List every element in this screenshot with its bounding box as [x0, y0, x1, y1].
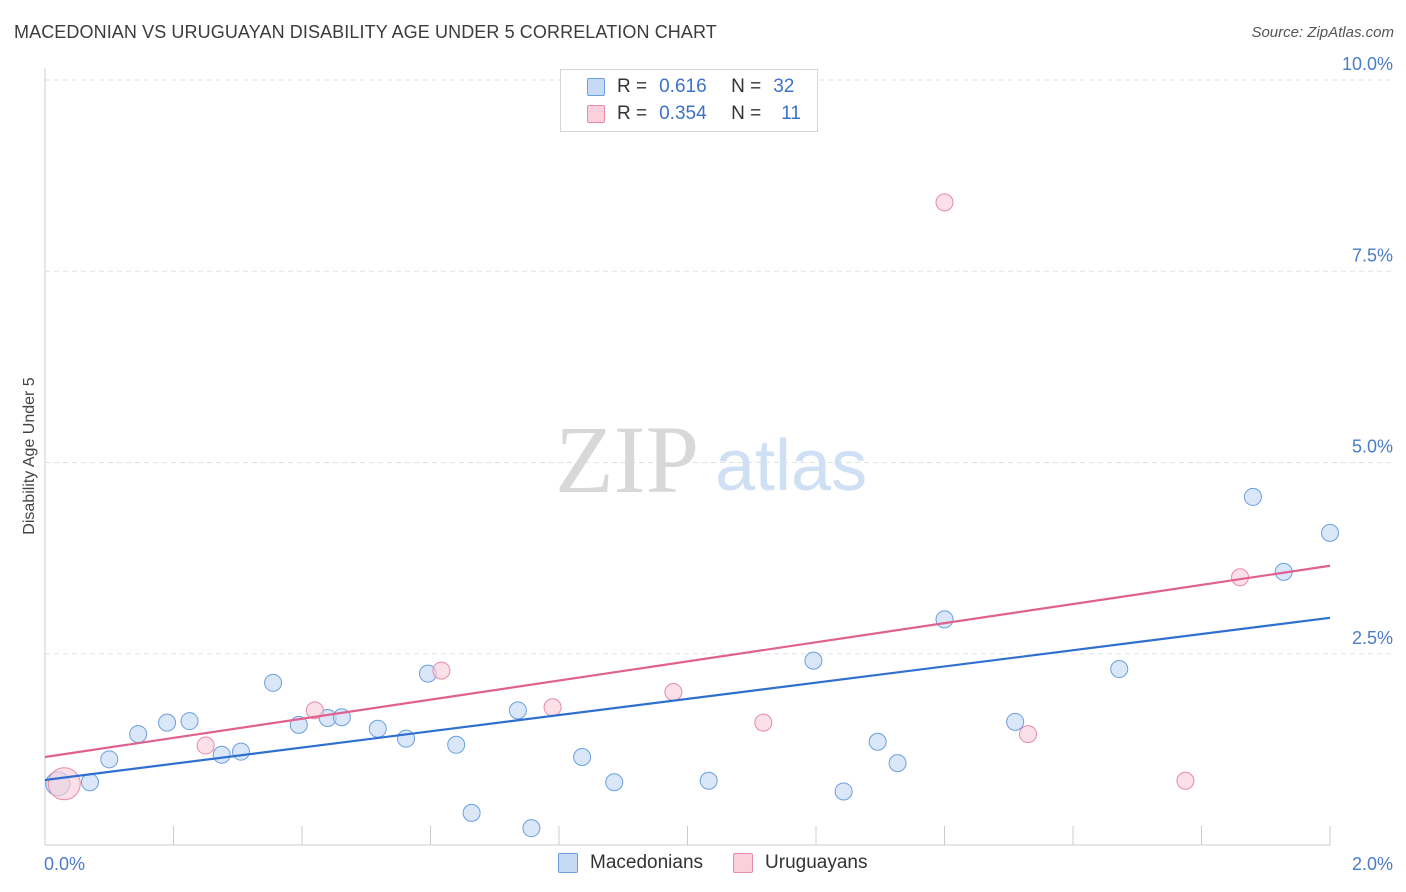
macedonian-point	[212, 745, 231, 764]
legend-r-label: R =	[617, 76, 648, 97]
grid-lines	[45, 79, 1395, 655]
uruguayan-point	[664, 683, 683, 701]
uruguayan-point	[1176, 771, 1195, 790]
macedonian-point	[129, 725, 148, 744]
macedonian-point	[1006, 712, 1025, 731]
legend-swatch-macedonians	[558, 853, 578, 873]
macedonian-point	[868, 732, 887, 751]
legend-item-uruguayans[interactable]: Uruguayans	[733, 852, 867, 874]
tick-labels: 2.5% 5.0% 7.5% 10.0% 0.0% 2.0%	[44, 54, 1393, 874]
macedonian-point	[264, 673, 283, 692]
macedonian-point	[368, 719, 387, 738]
data-points	[45, 193, 1339, 838]
axes	[44, 68, 1331, 846]
y-tick-label: 2.5%	[1352, 628, 1393, 648]
source-label: Source: ZipAtlas.com	[1251, 24, 1394, 41]
legend-row-uruguayans: R = 0.354 N = 11	[587, 102, 801, 126]
macedonian-point	[508, 701, 527, 720]
y-tick-label: 5.0%	[1352, 437, 1393, 457]
y-axis-label: Disability Age Under 5	[21, 377, 38, 535]
macedonian-point	[1243, 487, 1262, 506]
macedonian-point	[605, 773, 624, 792]
macedonian-point	[888, 754, 907, 773]
legend-r-value: 0.354	[659, 103, 707, 124]
macedonian-point	[462, 803, 481, 822]
legend-swatch-macedonians	[587, 78, 605, 96]
uruguayan-point	[1019, 725, 1038, 744]
macedonian-point	[80, 773, 99, 792]
macedonian-trend-line	[44, 616, 1331, 782]
macedonian-point	[100, 750, 119, 769]
macedonian-point	[834, 782, 853, 801]
macedonian-point	[231, 742, 250, 761]
uruguayan-point	[196, 736, 215, 755]
macedonian-point	[573, 748, 592, 767]
macedonian-point	[447, 735, 466, 754]
macedonian-point	[522, 819, 541, 838]
uruguayan-trend-line	[44, 564, 1331, 759]
legend-label-uruguayans: Uruguayans	[765, 852, 868, 873]
macedonian-point	[1110, 660, 1129, 679]
legend-r-value: 0.616	[659, 76, 707, 97]
chart-title: MACEDONIAN VS URUGUAYAN DISABILITY AGE U…	[14, 22, 717, 42]
legend-swatch-uruguayans	[733, 853, 754, 873]
uruguayan-point	[47, 767, 81, 801]
uruguayan-point	[754, 713, 773, 732]
x-tick-label: 0.0%	[44, 854, 85, 874]
uruguayan-point	[432, 661, 451, 680]
trend-lines	[44, 564, 1331, 782]
uruguayan-point	[305, 701, 324, 720]
y-tick-label: 7.5%	[1352, 245, 1393, 265]
legend-label-macedonians: Macedonians	[590, 852, 704, 873]
x-tick-label: 2.0%	[1352, 854, 1393, 874]
uruguayan-point	[543, 698, 562, 717]
macedonian-point	[180, 712, 199, 731]
macedonian-point	[1321, 523, 1339, 542]
legend-row-macedonians: R = 0.616 N = 32	[587, 75, 794, 99]
macedonian-point	[158, 713, 177, 732]
macedonian-point	[804, 651, 823, 670]
watermark-atlas: atlas	[715, 426, 867, 506]
series-legend: Macedonians Uruguayans	[558, 852, 897, 874]
legend-r-label: R =	[617, 103, 648, 124]
legend-item-macedonians[interactable]: Macedonians	[558, 852, 703, 874]
legend-n-value: 32	[773, 76, 795, 97]
stats-legend: R = 0.616 N = 32 R = 0.354 N = 11	[560, 69, 818, 132]
watermark-zip: ZIP	[555, 406, 699, 513]
legend-n-label: N =	[731, 76, 762, 97]
legend-n-value: 11	[781, 103, 801, 124]
y-tick-label: 10.0%	[1342, 54, 1393, 74]
legend-swatch-uruguayans	[587, 105, 605, 123]
macedonian-point	[935, 610, 954, 629]
uruguayan-point	[935, 193, 954, 212]
macedonian-point	[699, 771, 718, 790]
legend-n-label: N =	[731, 103, 762, 124]
